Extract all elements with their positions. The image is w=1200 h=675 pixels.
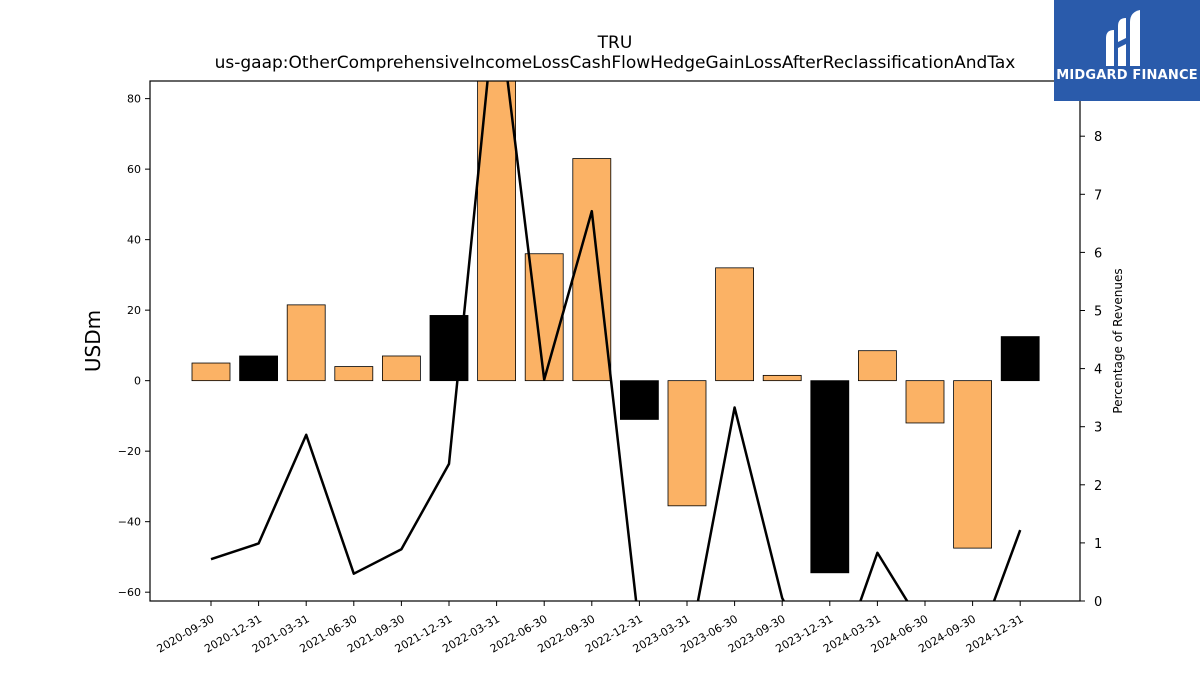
y2-tick-label: 3: [1094, 421, 1102, 436]
bar-2021-09-30: [381, 355, 421, 382]
logo-mark-icon: [1106, 10, 1140, 66]
bar-2022-12-31: [620, 380, 659, 420]
bar-2021-03-31: [286, 304, 326, 382]
bar-2023-03-31: [667, 380, 707, 507]
revenue-percentage-line: [210, 81, 1022, 601]
bar-2022-03-31: [477, 81, 517, 382]
y-axis-label: USDm: [81, 310, 105, 372]
logo-text: MIDGARD FINANCE: [1056, 68, 1198, 83]
y-tick-label: −60: [118, 586, 141, 599]
y2-axis-label: Percentage of Revenues: [1111, 268, 1125, 413]
y2-tick-label: 6: [1094, 246, 1102, 261]
bar-2023-12-31: [810, 380, 850, 574]
bar-2020-12-31: [239, 355, 279, 382]
plot-frame: [149, 80, 1081, 602]
bar-2024-12-31: [1000, 336, 1040, 382]
y-tick-label: 0: [134, 375, 141, 388]
y-tick-label: 80: [127, 93, 141, 106]
y2-tick-label: 2: [1094, 479, 1102, 494]
bar-2024-03-31: [858, 350, 897, 382]
y2-tick-label: 0: [1094, 595, 1102, 610]
bar-2024-06-30: [905, 380, 945, 424]
midgard-finance-logo: MIDGARD FINANCE: [1054, 0, 1200, 101]
bar-2022-09-30: [572, 158, 612, 382]
plot-area: [191, 81, 1040, 601]
y2-tick-label: 8: [1094, 130, 1102, 145]
y-tick-label: 40: [127, 234, 141, 247]
y-tick-label: 60: [127, 163, 141, 176]
bar-2023-06-30: [715, 267, 754, 382]
y-tick-label: −20: [118, 445, 141, 458]
y2-tick-label: 1: [1094, 537, 1102, 552]
y-tick-label: −40: [118, 516, 141, 529]
bar-2023-09-30: [762, 374, 802, 382]
chart-title-ticker: TRU: [597, 33, 633, 53]
y2-tick-label: 5: [1094, 304, 1102, 319]
y2-tick-label: 7: [1094, 188, 1102, 203]
bar-2021-06-30: [334, 366, 374, 382]
chart-title-concept: us-gaap:OtherComprehensiveIncomeLossCash…: [214, 53, 1016, 73]
y2-tick-label: 4: [1094, 363, 1102, 378]
y-tick-label: 20: [127, 304, 141, 317]
bar-2020-09-30: [191, 362, 231, 382]
bar-2024-09-30: [953, 380, 992, 549]
